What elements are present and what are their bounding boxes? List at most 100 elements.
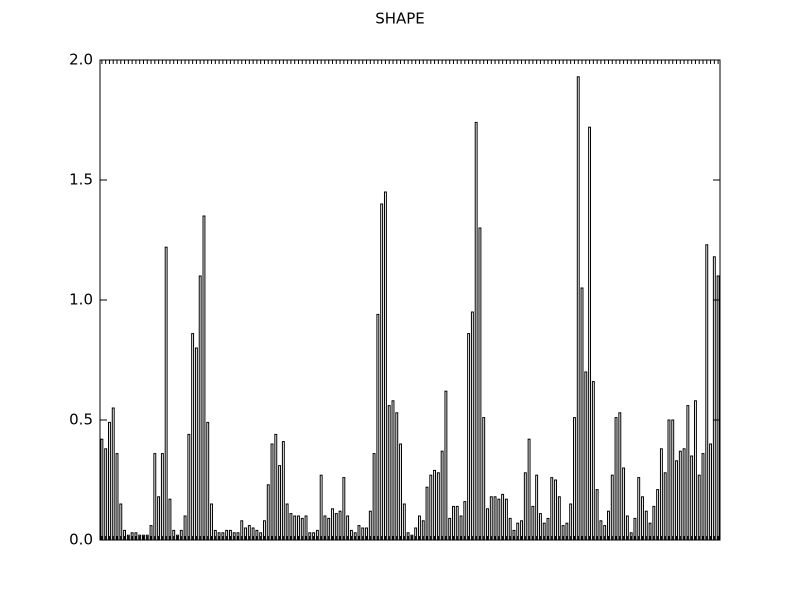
bar [667,419,671,541]
bar [463,501,467,541]
bar [444,390,448,541]
bar [331,508,334,541]
bar [716,275,720,541]
bar [618,412,622,541]
bar [387,405,391,541]
bar [372,453,376,541]
bar [686,405,690,541]
bar [482,417,486,541]
bar [486,508,489,541]
bar [607,510,610,541]
bar [376,313,380,541]
bar [391,400,395,541]
bar [663,472,667,541]
bar [554,479,557,541]
bar [576,76,580,541]
bar [425,486,429,541]
chart-title: SHAPE [375,10,425,28]
bar [157,496,161,541]
bar [194,347,198,541]
bar [712,256,716,541]
bar [497,498,501,541]
bar [436,472,440,541]
bar [557,496,561,541]
bar [470,311,474,541]
bar [588,126,592,541]
bar [610,474,614,541]
bar [455,505,459,541]
bar [108,421,111,541]
bar [368,510,372,541]
bar [433,469,437,541]
bar [682,448,686,541]
bar [380,203,384,541]
bar [383,191,387,541]
bar [160,453,164,541]
bar [535,474,539,541]
bar [319,474,323,541]
bar [474,121,478,541]
bar [206,421,210,541]
bar [191,333,195,541]
bar [671,419,675,541]
bar [709,443,712,541]
bar [527,438,531,541]
bar [614,417,618,541]
bar [489,496,493,541]
bar [701,453,705,541]
bar [591,381,595,541]
bar [187,433,191,541]
bar [281,441,285,541]
bar [111,407,115,541]
bar [278,465,282,541]
bar [504,498,508,541]
bar [202,215,206,541]
bar [693,400,697,541]
bar [531,505,535,541]
bar [210,503,213,541]
bar [338,510,342,541]
bar [342,477,346,541]
bar [705,244,709,541]
bar [395,412,399,541]
bar [493,496,497,541]
bar [270,443,274,541]
bar [402,503,406,541]
bar [285,503,289,541]
bar [569,503,573,541]
bar [104,448,108,541]
bar [478,227,482,541]
bar [656,489,660,541]
bar [274,433,278,541]
y-tick-label: 2.0 [69,51,93,69]
bar [429,474,433,541]
bar [675,460,678,541]
bar [573,417,576,541]
bar [550,477,554,541]
bar [164,246,168,541]
bar [440,450,444,541]
bar [168,498,172,541]
bar [652,505,656,541]
bar [452,505,455,541]
bar [198,275,202,541]
bar [622,467,626,541]
bar [595,489,599,541]
bar [523,472,527,541]
bar [697,474,701,541]
y-tick-label: 1.5 [69,171,93,189]
y-tick-label: 1.0 [69,291,93,309]
bar [580,287,584,541]
bar [266,484,270,541]
bar [100,438,104,541]
bar [678,450,682,541]
bar [641,496,644,541]
plot-frame [99,59,721,541]
bar [153,453,157,541]
bar [501,493,505,541]
bar [467,333,471,541]
bar [584,371,588,541]
bar [644,510,648,541]
y-tick-label: 0.0 [69,531,93,549]
